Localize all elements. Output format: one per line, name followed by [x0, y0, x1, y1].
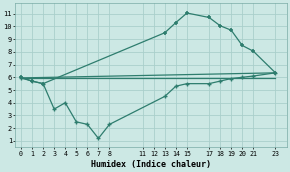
X-axis label: Humidex (Indice chaleur): Humidex (Indice chaleur)	[91, 159, 211, 169]
